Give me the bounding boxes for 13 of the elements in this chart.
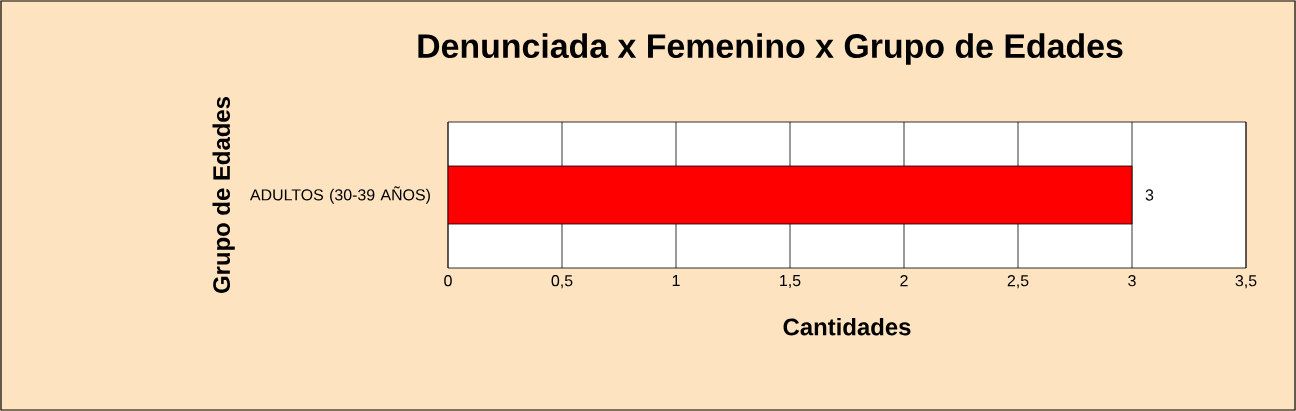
x-tick-label: 3,5: [1235, 275, 1257, 289]
data-label: 3: [1145, 189, 1154, 201]
x-tick-label: 2,5: [1007, 275, 1029, 289]
x-tick-label: 2: [900, 275, 908, 287]
y-tick-label: ADULTOS (30-39 AÑOS): [249, 186, 430, 204]
x-tick-label: 1,5: [780, 275, 801, 289]
chart-title: Denunciada x Femenino x Grupo de Edades: [418, 33, 1123, 65]
y-axis-title: Grupo de Edades: [212, 97, 235, 294]
x-tick-label: 0: [444, 275, 452, 287]
x-tick-label: 3: [1128, 275, 1136, 287]
x-tick-label: 0,5: [551, 275, 573, 289]
x-tick-label: 1: [672, 275, 680, 287]
x-axis-title: Cantidades: [783, 317, 911, 336]
